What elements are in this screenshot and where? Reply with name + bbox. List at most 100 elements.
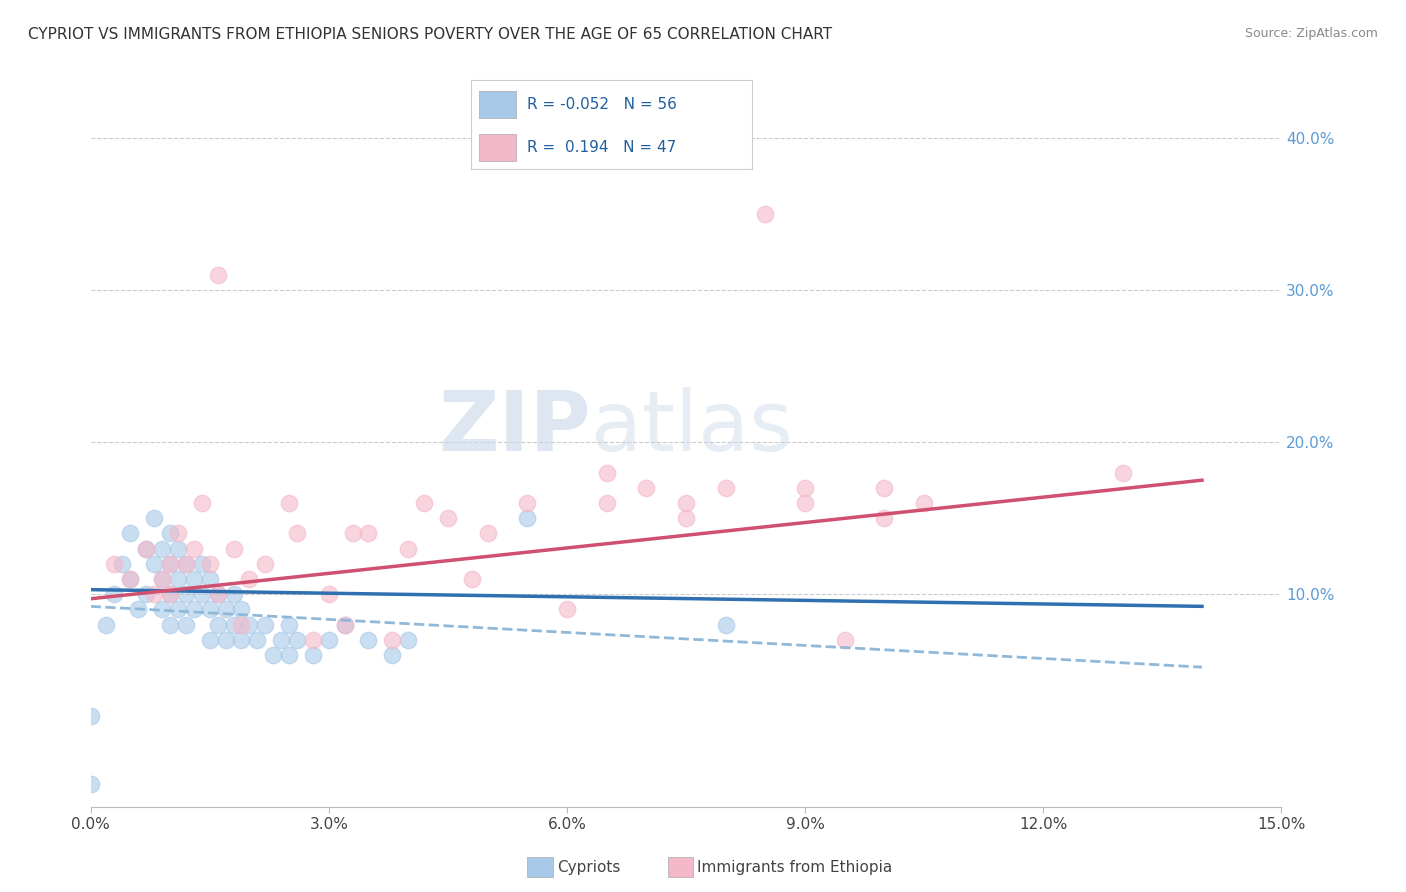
Point bbox=[714, 481, 737, 495]
Bar bbox=[479, 91, 516, 118]
Point bbox=[413, 496, 436, 510]
Point bbox=[912, 496, 935, 510]
Point bbox=[135, 541, 157, 556]
Point bbox=[285, 526, 308, 541]
Point bbox=[127, 602, 149, 616]
Point bbox=[167, 526, 190, 541]
Point bbox=[231, 602, 253, 616]
Point bbox=[278, 496, 301, 510]
Point bbox=[174, 617, 197, 632]
Point bbox=[396, 541, 419, 556]
Point bbox=[381, 648, 404, 662]
Point bbox=[238, 572, 260, 586]
Point bbox=[1111, 466, 1133, 480]
Point bbox=[254, 617, 277, 632]
Point bbox=[222, 541, 245, 556]
Point bbox=[207, 268, 229, 282]
Point bbox=[143, 511, 166, 525]
Point bbox=[794, 481, 817, 495]
Point bbox=[222, 587, 245, 601]
Point bbox=[873, 481, 896, 495]
Point bbox=[135, 541, 157, 556]
Point bbox=[207, 617, 229, 632]
Point bbox=[198, 602, 221, 616]
Point bbox=[150, 602, 173, 616]
Point bbox=[190, 496, 212, 510]
Point bbox=[183, 541, 205, 556]
Point bbox=[198, 557, 221, 571]
Point bbox=[159, 557, 181, 571]
Point bbox=[302, 648, 325, 662]
Point bbox=[167, 541, 190, 556]
Point bbox=[595, 496, 617, 510]
Point bbox=[278, 648, 301, 662]
Point bbox=[437, 511, 460, 525]
Point bbox=[318, 632, 340, 647]
Point bbox=[516, 511, 538, 525]
Point bbox=[159, 587, 181, 601]
Text: R =  0.194   N = 47: R = 0.194 N = 47 bbox=[527, 140, 676, 154]
Point bbox=[79, 777, 101, 791]
Point bbox=[396, 632, 419, 647]
Text: atlas: atlas bbox=[591, 387, 793, 468]
Point bbox=[159, 617, 181, 632]
Point bbox=[135, 587, 157, 601]
Point bbox=[159, 587, 181, 601]
Text: CYPRIOT VS IMMIGRANTS FROM ETHIOPIA SENIORS POVERTY OVER THE AGE OF 65 CORRELATI: CYPRIOT VS IMMIGRANTS FROM ETHIOPIA SENI… bbox=[28, 27, 832, 42]
Point bbox=[333, 617, 356, 632]
Point bbox=[150, 572, 173, 586]
Text: R = -0.052   N = 56: R = -0.052 N = 56 bbox=[527, 97, 678, 112]
Point bbox=[381, 632, 404, 647]
Point bbox=[183, 572, 205, 586]
Point bbox=[159, 557, 181, 571]
Point bbox=[675, 496, 697, 510]
Point bbox=[285, 632, 308, 647]
Point bbox=[873, 511, 896, 525]
Point bbox=[159, 526, 181, 541]
Point bbox=[183, 602, 205, 616]
Point bbox=[278, 617, 301, 632]
Point bbox=[516, 496, 538, 510]
Point bbox=[231, 617, 253, 632]
Point bbox=[636, 481, 658, 495]
Point bbox=[477, 526, 499, 541]
Point bbox=[231, 632, 253, 647]
Point bbox=[302, 632, 325, 647]
Point bbox=[79, 708, 101, 723]
Point bbox=[174, 587, 197, 601]
Point bbox=[794, 496, 817, 510]
Point bbox=[150, 541, 173, 556]
Point bbox=[238, 617, 260, 632]
Point bbox=[198, 632, 221, 647]
Point bbox=[214, 602, 236, 616]
Point bbox=[262, 648, 284, 662]
Point bbox=[207, 587, 229, 601]
Point bbox=[150, 572, 173, 586]
Point bbox=[167, 602, 190, 616]
Point bbox=[675, 511, 697, 525]
Point bbox=[333, 617, 356, 632]
Point bbox=[120, 572, 142, 586]
Text: Immigrants from Ethiopia: Immigrants from Ethiopia bbox=[697, 860, 893, 874]
Point bbox=[460, 572, 482, 586]
Point bbox=[143, 557, 166, 571]
Text: Cypriots: Cypriots bbox=[557, 860, 620, 874]
Point bbox=[357, 526, 380, 541]
Point bbox=[174, 557, 197, 571]
Point bbox=[96, 617, 118, 632]
Text: Source: ZipAtlas.com: Source: ZipAtlas.com bbox=[1244, 27, 1378, 40]
Point bbox=[222, 617, 245, 632]
Point bbox=[714, 617, 737, 632]
Point bbox=[190, 557, 212, 571]
Point bbox=[318, 587, 340, 601]
Point bbox=[198, 572, 221, 586]
Point bbox=[254, 557, 277, 571]
Point bbox=[111, 557, 134, 571]
Point bbox=[214, 632, 236, 647]
Point bbox=[120, 526, 142, 541]
Point bbox=[357, 632, 380, 647]
Point bbox=[103, 557, 125, 571]
Point bbox=[595, 466, 617, 480]
Point bbox=[754, 207, 776, 221]
Point bbox=[103, 587, 125, 601]
